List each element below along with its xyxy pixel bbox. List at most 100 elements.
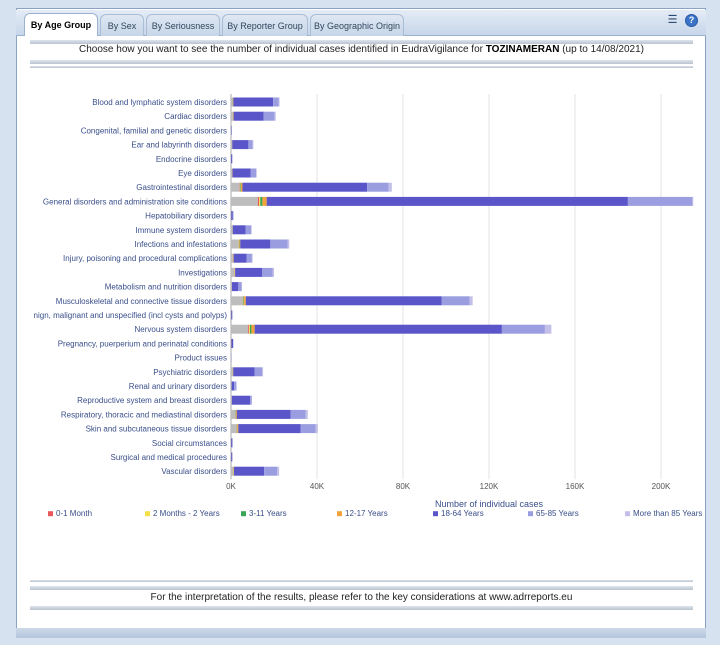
bar-segment[interactable] — [248, 324, 250, 334]
bar-segment[interactable] — [262, 267, 273, 277]
bar-segment[interactable] — [231, 367, 233, 377]
bar-segment[interactable] — [231, 409, 236, 419]
bar-segment[interactable] — [248, 140, 253, 150]
bar-segment[interactable] — [277, 466, 280, 476]
bar-segment[interactable] — [231, 395, 232, 405]
bar-segment[interactable] — [233, 97, 274, 107]
bar-segment[interactable] — [246, 253, 252, 263]
bar-segment[interactable] — [250, 395, 252, 405]
bar-segment[interactable] — [233, 367, 255, 377]
bar-segment[interactable] — [231, 168, 233, 178]
bar-segment[interactable] — [231, 310, 233, 320]
bar-segment[interactable] — [231, 282, 239, 292]
bar-segment[interactable] — [251, 225, 252, 235]
help-icon[interactable]: ? — [685, 14, 698, 27]
bar-segment[interactable] — [231, 97, 233, 107]
bar-segment[interactable] — [234, 466, 265, 476]
bar-segment[interactable] — [236, 409, 291, 419]
bar-segment[interactable] — [231, 154, 233, 164]
bar-segment[interactable] — [231, 196, 258, 206]
bar-segment[interactable] — [231, 466, 234, 476]
bar-segment[interactable] — [240, 182, 243, 192]
bar-segment[interactable] — [231, 267, 235, 277]
bar-segment[interactable] — [627, 196, 693, 206]
bar-segment[interactable] — [238, 282, 242, 292]
bar-segment[interactable] — [262, 367, 264, 377]
bar-segment[interactable] — [501, 324, 545, 334]
bar-segment[interactable] — [252, 140, 254, 150]
bar-segment[interactable] — [249, 324, 250, 334]
bar-segment[interactable] — [231, 140, 232, 150]
bar-segment[interactable] — [231, 296, 243, 306]
bar-segment[interactable] — [242, 182, 368, 192]
bar-segment[interactable] — [231, 239, 239, 249]
tab-by-age-group[interactable]: By Age Group — [24, 13, 98, 36]
bar-segment[interactable] — [235, 267, 263, 277]
bar-segment[interactable] — [231, 395, 251, 405]
bar-segment[interactable] — [231, 452, 233, 462]
bar-segment[interactable] — [250, 168, 257, 178]
bar-segment[interactable] — [263, 111, 275, 121]
bar-segment[interactable] — [287, 239, 290, 249]
bar-segment[interactable] — [254, 324, 502, 334]
bar-segment[interactable] — [290, 409, 306, 419]
bar-segment[interactable] — [235, 409, 237, 419]
bar-segment[interactable] — [231, 438, 233, 448]
bar-segment[interactable] — [305, 409, 308, 419]
bar-segment[interactable] — [231, 282, 232, 292]
bar-segment[interactable] — [237, 424, 239, 434]
tab-by-reporter-group[interactable]: By Reporter Group — [222, 14, 308, 36]
bar-segment[interactable] — [256, 168, 257, 178]
bar-segment[interactable] — [233, 253, 247, 263]
bar-segment[interactable] — [278, 97, 280, 107]
bar-segment[interactable] — [231, 225, 233, 235]
bar-segment[interactable] — [260, 196, 263, 206]
bar-segment[interactable] — [249, 324, 252, 334]
bar-segment[interactable] — [231, 324, 249, 334]
bar-segment[interactable] — [469, 296, 473, 306]
bar-segment[interactable] — [300, 424, 316, 434]
bar-segment[interactable] — [232, 225, 246, 235]
bar-segment[interactable] — [231, 211, 233, 221]
bar-segment[interactable] — [240, 182, 241, 192]
bar-segment[interactable] — [692, 196, 694, 206]
bar-segment[interactable] — [272, 267, 275, 277]
bar-segment[interactable] — [231, 424, 237, 434]
bar-segment[interactable] — [262, 196, 267, 206]
bar-segment[interactable] — [544, 324, 552, 334]
bar-segment[interactable] — [239, 239, 241, 249]
bar-segment[interactable] — [244, 296, 246, 306]
bar-segment[interactable] — [254, 367, 263, 377]
bar-segment[interactable] — [232, 168, 251, 178]
bar-segment[interactable] — [231, 338, 234, 348]
bar-segment[interactable] — [243, 296, 245, 306]
bar-segment[interactable] — [259, 196, 261, 206]
bar-segment[interactable] — [441, 296, 470, 306]
bar-segment[interactable] — [240, 239, 271, 249]
tab-by-sex[interactable]: By Sex — [100, 14, 144, 36]
bar-segment[interactable] — [231, 381, 235, 391]
bar-segment[interactable] — [388, 182, 392, 192]
bar-segment[interactable] — [251, 253, 253, 263]
tab-by-geographic-origin[interactable]: By Geographic Origin — [310, 14, 404, 36]
bar-segment[interactable] — [245, 225, 252, 235]
bar-segment[interactable] — [315, 424, 318, 434]
filter-icon[interactable]: ☰ — [667, 14, 678, 26]
bar-segment[interactable] — [257, 196, 260, 206]
bar-segment[interactable] — [231, 182, 240, 192]
bar-segment[interactable] — [245, 296, 442, 306]
bar-segment[interactable] — [231, 111, 233, 121]
tab-by-seriousness[interactable]: By Seriousness — [146, 14, 220, 36]
bar-segment[interactable] — [234, 381, 237, 391]
bar-segment[interactable] — [274, 111, 276, 121]
bar-segment[interactable] — [264, 466, 278, 476]
bar-segment[interactable] — [251, 324, 255, 334]
bar-segment[interactable] — [233, 111, 264, 121]
bar-segment[interactable] — [367, 182, 389, 192]
bar-segment[interactable] — [231, 253, 233, 263]
bar-segment[interactable] — [266, 196, 628, 206]
bar-segment[interactable] — [273, 97, 279, 107]
bar-segment[interactable] — [270, 239, 288, 249]
bar-segment[interactable] — [232, 140, 249, 150]
bar-segment[interactable] — [238, 424, 301, 434]
